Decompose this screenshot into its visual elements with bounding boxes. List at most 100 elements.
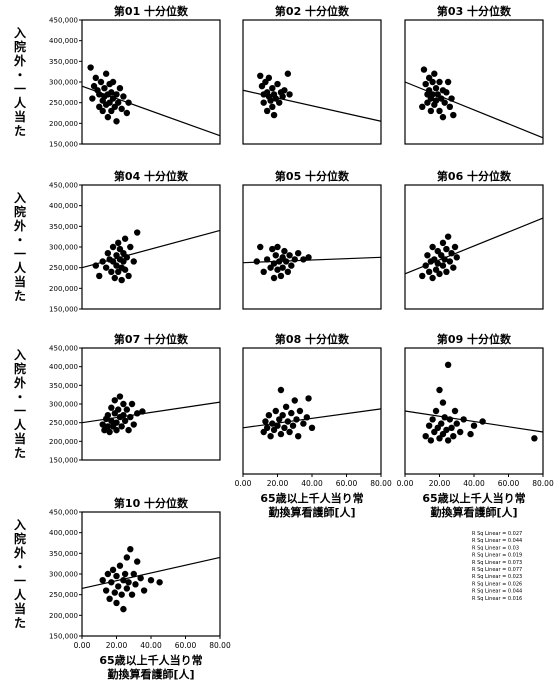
data-point <box>441 414 448 421</box>
data-point <box>102 70 110 77</box>
data-point <box>446 103 454 111</box>
data-point <box>269 103 276 111</box>
data-point <box>115 99 122 106</box>
data-point <box>457 428 464 436</box>
data-point <box>288 409 295 417</box>
data-point <box>425 422 433 429</box>
data-point <box>453 254 460 261</box>
data-point <box>424 252 431 259</box>
data-point <box>109 243 117 251</box>
data-point <box>448 424 455 431</box>
data-point <box>427 107 435 115</box>
data-point <box>429 91 436 98</box>
data-point <box>127 546 134 553</box>
data-point <box>118 105 125 113</box>
data-point <box>113 118 120 125</box>
data-point <box>113 419 120 426</box>
data-point <box>270 260 278 267</box>
data-point <box>257 72 264 80</box>
data-point <box>269 420 276 427</box>
data-point <box>97 78 105 86</box>
data-point <box>479 418 486 425</box>
data-point <box>113 91 120 98</box>
y-tick-label: 150,000 <box>49 141 78 149</box>
data-point <box>118 276 125 284</box>
fit-line <box>242 408 382 429</box>
panel-title: 第06 十分位数 <box>437 169 512 183</box>
data-point <box>286 252 293 259</box>
x-tick-label: 40.00 <box>463 479 485 488</box>
data-point <box>308 424 316 431</box>
data-point <box>121 266 129 273</box>
x-tick-label: 80.00 <box>532 479 554 488</box>
data-point <box>111 274 118 282</box>
data-point <box>123 585 131 592</box>
x-tick-label: 80.00 <box>209 641 231 650</box>
data-point <box>118 591 125 598</box>
data-point <box>253 258 260 265</box>
data-point <box>450 433 457 440</box>
data-point <box>132 581 139 588</box>
data-point <box>272 252 279 259</box>
data-point <box>444 437 452 444</box>
data-point <box>139 408 146 415</box>
panel-title: 第04 十分位数 <box>114 169 189 183</box>
data-point <box>531 435 538 442</box>
data-point <box>274 422 281 429</box>
y-tick-label: 400,000 <box>49 202 78 210</box>
data-point <box>137 574 144 582</box>
data-point <box>120 577 127 584</box>
data-point <box>130 421 137 428</box>
data-point <box>123 109 131 117</box>
y-tick-label: 350,000 <box>49 382 78 390</box>
data-point <box>116 562 124 569</box>
y-tick-label: 250,000 <box>49 591 78 599</box>
data-point <box>102 587 110 594</box>
x-tick-label: 20.00 <box>429 479 451 488</box>
data-point <box>115 583 122 590</box>
data-point <box>439 399 447 406</box>
data-point <box>270 274 278 282</box>
y-tick-label: 250,000 <box>49 99 78 107</box>
data-point <box>420 66 428 73</box>
data-point <box>272 407 279 415</box>
fit-line <box>404 81 544 139</box>
y-tick-label: 300,000 <box>49 401 78 409</box>
data-point <box>128 400 136 408</box>
data-point <box>431 70 438 77</box>
data-point <box>108 268 115 275</box>
panel-title: 第02 十分位数 <box>275 4 350 18</box>
legend-entry: R Sq Linear = 0.073 <box>472 560 522 566</box>
panel-title: 第07 十分位数 <box>114 332 189 346</box>
panel-frame <box>81 184 221 310</box>
data-point <box>281 87 288 94</box>
data-point <box>443 89 450 96</box>
data-point <box>419 103 426 111</box>
data-point <box>286 91 293 98</box>
data-point <box>106 428 113 436</box>
data-point <box>99 577 106 584</box>
data-point <box>269 245 276 253</box>
x-tick-label: 40.00 <box>301 479 323 488</box>
data-point <box>127 413 134 421</box>
data-point <box>439 262 447 269</box>
data-point <box>99 107 106 115</box>
data-point <box>444 78 452 86</box>
y-tick-label: 250,000 <box>49 264 78 272</box>
data-point <box>443 268 450 275</box>
data-point <box>111 589 118 596</box>
data-point <box>300 420 307 427</box>
fit-line <box>242 256 382 264</box>
data-point <box>432 97 440 104</box>
data-point <box>451 243 459 251</box>
data-point <box>113 262 120 269</box>
legend-entry: R Sq Linear = 0.03 <box>472 545 519 551</box>
data-point <box>282 258 290 265</box>
data-point <box>436 78 443 86</box>
data-point <box>296 407 304 415</box>
data-point <box>441 99 448 106</box>
data-point <box>101 85 108 92</box>
data-point <box>444 233 452 240</box>
data-point <box>134 229 141 236</box>
data-point <box>451 407 459 415</box>
